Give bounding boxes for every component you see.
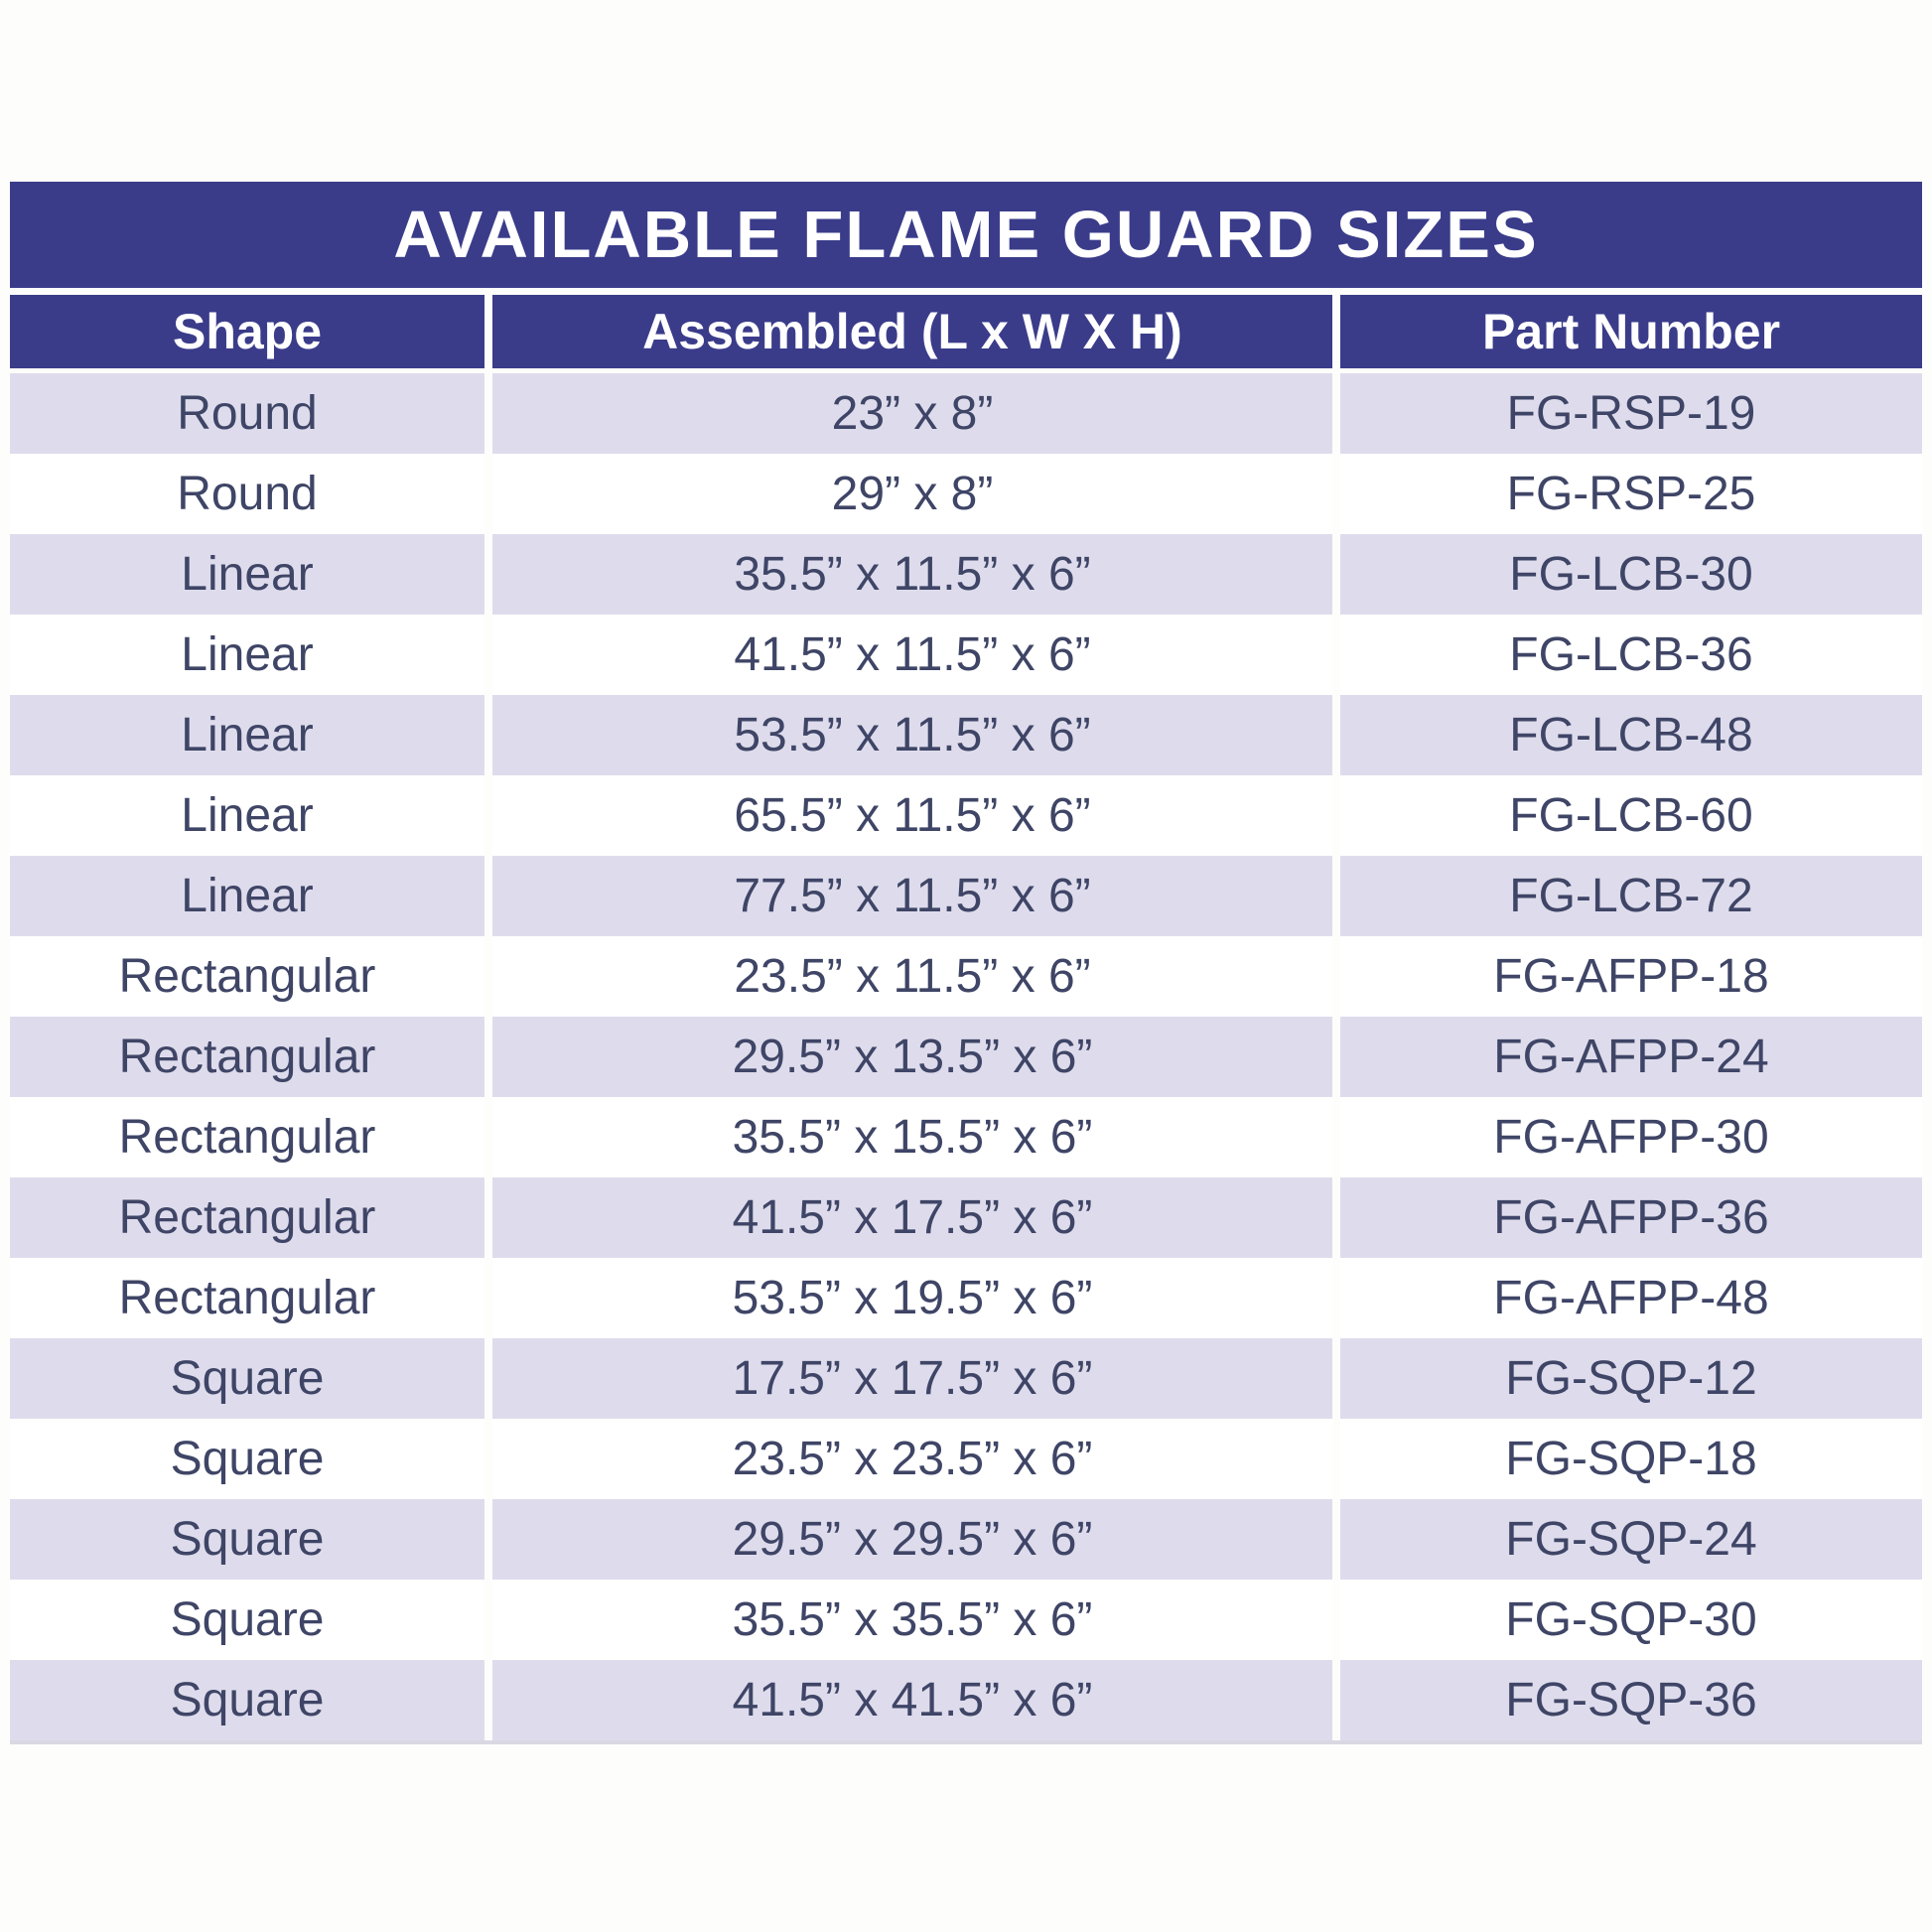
cell-shape: Rectangular <box>10 1097 484 1177</box>
cell-assembled: 23” x 8” <box>492 373 1332 454</box>
table-row: Square 41.5” x 41.5” x 6” FG-SQP-36 <box>10 1660 1922 1740</box>
cell-assembled: 35.5” x 35.5” x 6” <box>492 1580 1332 1660</box>
cell-shape: Linear <box>10 615 484 695</box>
cell-shape: Square <box>10 1419 484 1499</box>
cell-assembled: 35.5” x 11.5” x 6” <box>492 534 1332 615</box>
cell-shape: Linear <box>10 695 484 775</box>
table-row: Linear 53.5” x 11.5” x 6” FG-LCB-48 <box>10 695 1922 775</box>
cell-assembled: 65.5” x 11.5” x 6” <box>492 775 1332 856</box>
table-row: Rectangular 41.5” x 17.5” x 6” FG-AFPP-3… <box>10 1177 1922 1258</box>
table-header-row: Shape Assembled (L x W X H) Part Number <box>10 295 1922 368</box>
cell-part: FG-LCB-72 <box>1340 856 1922 936</box>
cell-assembled: 29.5” x 29.5” x 6” <box>492 1499 1332 1580</box>
cell-assembled: 53.5” x 19.5” x 6” <box>492 1258 1332 1338</box>
table-row: Round 29” x 8” FG-RSP-25 <box>10 454 1922 534</box>
table-row: Rectangular 35.5” x 15.5” x 6” FG-AFPP-3… <box>10 1097 1922 1177</box>
cell-assembled: 41.5” x 41.5” x 6” <box>492 1660 1332 1740</box>
cell-part: FG-AFPP-18 <box>1340 936 1922 1017</box>
flame-guard-sizes-table: AVAILABLE FLAME GUARD SIZES Shape Assembl… <box>10 182 1922 1744</box>
cell-part: FG-RSP-19 <box>1340 373 1922 454</box>
column-header-assembled: Assembled (L x W X H) <box>492 295 1332 368</box>
table-row: Linear 65.5” x 11.5” x 6” FG-LCB-60 <box>10 775 1922 856</box>
cell-part: FG-LCB-60 <box>1340 775 1922 856</box>
cell-shape: Linear <box>10 775 484 856</box>
cell-shape: Square <box>10 1660 484 1740</box>
table-row: Rectangular 23.5” x 11.5” x 6” FG-AFPP-1… <box>10 936 1922 1017</box>
cell-part: FG-LCB-48 <box>1340 695 1922 775</box>
cell-part: FG-AFPP-30 <box>1340 1097 1922 1177</box>
cell-part: FG-AFPP-36 <box>1340 1177 1922 1258</box>
column-header-shape: Shape <box>10 295 484 368</box>
cell-assembled: 23.5” x 11.5” x 6” <box>492 936 1332 1017</box>
table-row: Square 23.5” x 23.5” x 6” FG-SQP-18 <box>10 1419 1922 1499</box>
column-header-part-number: Part Number <box>1340 295 1922 368</box>
table-title: AVAILABLE FLAME GUARD SIZES <box>10 182 1922 288</box>
cell-assembled: 41.5” x 11.5” x 6” <box>492 615 1332 695</box>
cell-shape: Square <box>10 1338 484 1419</box>
cell-assembled: 29.5” x 13.5” x 6” <box>492 1017 1332 1097</box>
table-row: Square 29.5” x 29.5” x 6” FG-SQP-24 <box>10 1499 1922 1580</box>
cell-part: FG-SQP-36 <box>1340 1660 1922 1740</box>
cell-part: FG-LCB-30 <box>1340 534 1922 615</box>
cell-part: FG-SQP-24 <box>1340 1499 1922 1580</box>
cell-shape: Round <box>10 373 484 454</box>
cell-assembled: 53.5” x 11.5” x 6” <box>492 695 1332 775</box>
cell-part: FG-SQP-12 <box>1340 1338 1922 1419</box>
cell-part: FG-RSP-25 <box>1340 454 1922 534</box>
table-row: Square 35.5” x 35.5” x 6” FG-SQP-30 <box>10 1580 1922 1660</box>
cell-shape: Rectangular <box>10 1017 484 1097</box>
table-row: Linear 41.5” x 11.5” x 6” FG-LCB-36 <box>10 615 1922 695</box>
cell-shape: Rectangular <box>10 936 484 1017</box>
cell-assembled: 29” x 8” <box>492 454 1332 534</box>
table-row: Rectangular 53.5” x 19.5” x 6” FG-AFPP-4… <box>10 1258 1922 1338</box>
table-row: Rectangular 29.5” x 13.5” x 6” FG-AFPP-2… <box>10 1017 1922 1097</box>
cell-shape: Square <box>10 1499 484 1580</box>
cell-shape: Rectangular <box>10 1258 484 1338</box>
cell-part: FG-SQP-18 <box>1340 1419 1922 1499</box>
table-row: Square 17.5” x 17.5” x 6” FG-SQP-12 <box>10 1338 1922 1419</box>
cell-assembled: 41.5” x 17.5” x 6” <box>492 1177 1332 1258</box>
cell-assembled: 23.5” x 23.5” x 6” <box>492 1419 1332 1499</box>
cell-shape: Linear <box>10 534 484 615</box>
table-row: Linear 77.5” x 11.5” x 6” FG-LCB-72 <box>10 856 1922 936</box>
cell-shape: Rectangular <box>10 1177 484 1258</box>
cell-shape: Linear <box>10 856 484 936</box>
cell-part: FG-SQP-30 <box>1340 1580 1922 1660</box>
cell-part: FG-AFPP-24 <box>1340 1017 1922 1097</box>
cell-assembled: 77.5” x 11.5” x 6” <box>492 856 1332 936</box>
table-row: Round 23” x 8” FG-RSP-19 <box>10 373 1922 454</box>
cell-part: FG-AFPP-48 <box>1340 1258 1922 1338</box>
cell-shape: Square <box>10 1580 484 1660</box>
cell-assembled: 17.5” x 17.5” x 6” <box>492 1338 1332 1419</box>
table-row: Linear 35.5” x 11.5” x 6” FG-LCB-30 <box>10 534 1922 615</box>
cell-part: FG-LCB-36 <box>1340 615 1922 695</box>
table-body: Round 23” x 8” FG-RSP-19 Round 29” x 8” … <box>10 373 1922 1744</box>
cell-assembled: 35.5” x 15.5” x 6” <box>492 1097 1332 1177</box>
cell-shape: Round <box>10 454 484 534</box>
